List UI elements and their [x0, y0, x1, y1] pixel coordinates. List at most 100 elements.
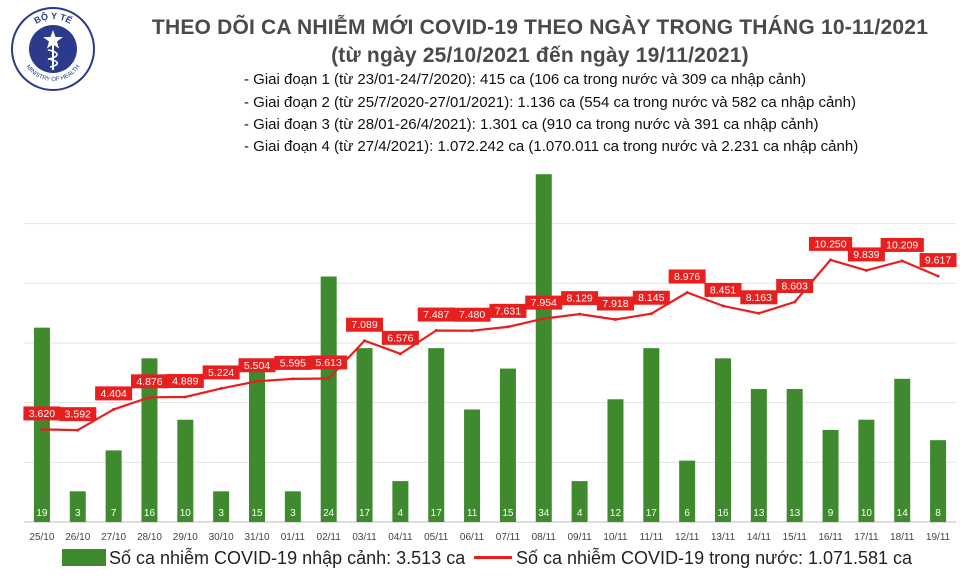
bar-value-label: 4 [398, 508, 404, 519]
svg-text:BỘ Y TẾ: BỘ Y TẾ [32, 10, 73, 25]
bar [428, 348, 445, 522]
line-value-label: 8.451 [704, 282, 742, 297]
line-value-label: 7.631 [489, 303, 527, 318]
bar-value-label: 19 [36, 508, 48, 519]
line-value-label: 3.620 [23, 406, 61, 421]
line-point [542, 317, 546, 321]
bar-value-label: 15 [502, 508, 514, 519]
line-value-box [919, 253, 957, 268]
bar-value-label: 16 [717, 508, 729, 519]
x-tick-label: 27/10 [101, 532, 126, 543]
x-tick-label: 26/10 [65, 532, 90, 543]
note-phase-3: - Giai đoạn 3 (từ 28/01-26/4/2021): 1.30… [244, 116, 819, 133]
x-tick-label: 16/11 [818, 532, 843, 543]
bar-value-label: 10 [180, 508, 192, 519]
bar-value-label: 13 [753, 508, 765, 519]
line-value-text: 7.631 [495, 305, 521, 317]
line-value-text: 7.480 [459, 309, 485, 321]
line-value-box [238, 358, 276, 373]
line-point [363, 339, 367, 343]
legend-domestic-cases: Số ca nhiễm COVID-19 trong nước: 1.071.5… [474, 548, 912, 569]
note-phase-4: - Giai đoạn 4 (từ 27/4/2021): 1.072.242 … [244, 138, 859, 155]
line-point [757, 311, 761, 315]
line-point [327, 376, 331, 380]
x-tick-label: 15/11 [783, 532, 808, 543]
line-value-text: 8.451 [710, 284, 736, 296]
line-value-text: 7.918 [602, 298, 628, 310]
x-tick-label: 07/11 [496, 532, 521, 543]
bar-value-label: 9 [828, 508, 834, 519]
line-value-box [740, 290, 778, 305]
line-value-label: 4.404 [95, 386, 133, 401]
line-value-label: 7.089 [346, 317, 384, 332]
line-point [721, 304, 725, 308]
line-value-text: 3.620 [29, 408, 55, 420]
line-value-label: 8.603 [776, 279, 814, 294]
line-value-box [202, 365, 240, 380]
line-value-box [95, 386, 133, 401]
bar [284, 491, 301, 522]
x-tick-label: 29/10 [173, 532, 198, 543]
line-value-text: 4.889 [172, 375, 198, 387]
legend-line-swatch [474, 556, 512, 559]
x-tick-label: 09/11 [567, 532, 592, 543]
line-value-text: 4.876 [136, 376, 162, 388]
bar [213, 491, 230, 522]
line-point [470, 329, 474, 333]
line-point [219, 386, 223, 390]
x-tick-label: 01/11 [281, 532, 306, 543]
line-point [793, 300, 797, 304]
line-value-label: 5.504 [238, 358, 276, 373]
line-point [183, 395, 187, 399]
bar-value-label: 24 [323, 508, 335, 519]
line-value-text: 8.976 [674, 271, 700, 283]
line-point [434, 329, 438, 333]
bar [320, 276, 337, 522]
line-value-box [59, 407, 97, 422]
line-point [578, 312, 582, 316]
x-tick-label: 19/11 [926, 532, 951, 543]
bar [464, 409, 481, 522]
ministry-of-health-logo: BỘ Y TẾ MINISTRY OF HEALTH [11, 7, 95, 91]
bar-value-label: 12 [610, 508, 622, 519]
line-value-box [346, 317, 384, 332]
line-value-box [668, 269, 706, 284]
bar [105, 450, 122, 522]
line-point [864, 268, 868, 272]
x-tick-label: 12/11 [675, 532, 700, 543]
line-value-text: 9.617 [925, 255, 951, 267]
legend-bar-swatch [62, 549, 106, 566]
x-tick-label: 08/11 [532, 532, 557, 543]
x-tick-label: 11/11 [640, 532, 664, 543]
legend-line-label: Số ca nhiễm COVID-19 trong nước: 1.071.5… [516, 548, 913, 568]
bar [571, 481, 588, 522]
line-point [936, 274, 940, 278]
bar [33, 327, 50, 522]
line-point [291, 377, 295, 381]
x-tick-label: 18/11 [890, 532, 915, 543]
line-value-text: 9.839 [853, 249, 879, 261]
line-value-box [808, 236, 853, 251]
bar [392, 481, 409, 522]
bar [643, 348, 660, 522]
line-value-text: 5.595 [280, 357, 306, 369]
line-value-label: 5.595 [274, 355, 312, 370]
legend-bar-label: Số ca nhiễm COVID-19 nhập cảnh: 3.513 ca [109, 548, 466, 568]
x-tick-label: 04/11 [388, 532, 413, 543]
bar-value-label: 13 [789, 508, 801, 519]
bar [894, 378, 911, 522]
line-point [112, 407, 116, 411]
bar [786, 389, 803, 522]
line-point [147, 395, 151, 399]
line-value-label: 6.576 [381, 330, 419, 345]
note-phase-2: - Giai đoạn 2 (từ 25/7/2020-27/01/2021):… [244, 94, 856, 111]
x-tick-label: 02/11 [317, 532, 342, 543]
line-value-text: 5.224 [208, 367, 234, 379]
line-value-text: 10.250 [814, 238, 846, 250]
bar [679, 460, 696, 522]
line-value-label: 8.129 [561, 291, 599, 306]
x-tick-label: 14/11 [747, 532, 772, 543]
line-value-label: 8.976 [668, 269, 706, 284]
bar-value-label: 6 [684, 508, 690, 519]
line-point [398, 352, 402, 356]
